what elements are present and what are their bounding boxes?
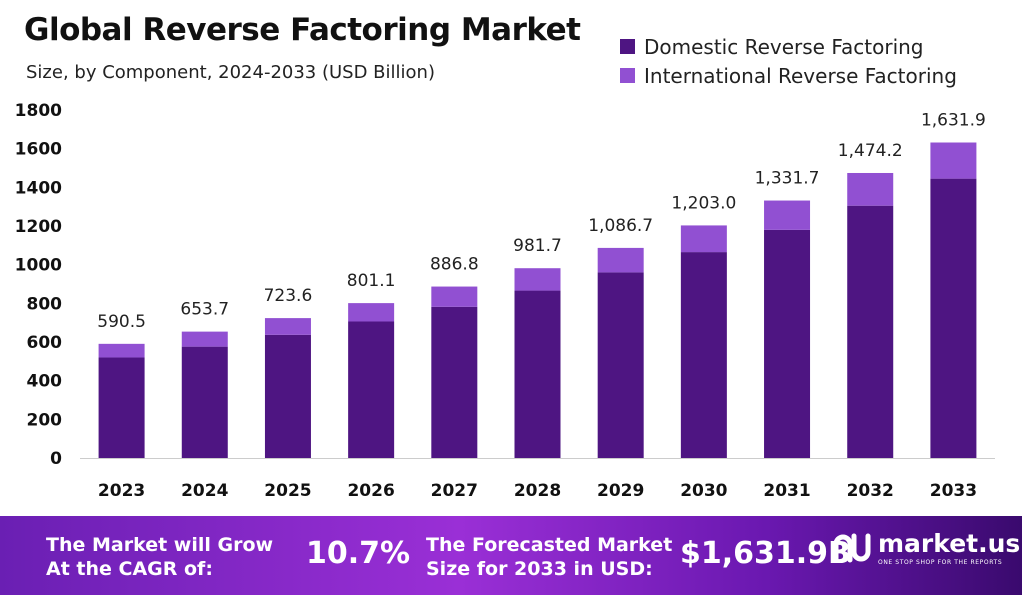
x-tick-label: 2027 xyxy=(431,481,478,501)
legend-swatch-international xyxy=(620,68,635,83)
bar-total-label: 1,331.7 xyxy=(755,169,820,189)
bar-total-label: 801.1 xyxy=(347,271,396,291)
legend-swatch-domestic xyxy=(620,39,635,54)
cagr-label-line1: The Market will Grow xyxy=(46,534,274,556)
chart-subtitle: Size, by Component, 2024-2033 (USD Billi… xyxy=(26,62,435,83)
bar-international xyxy=(764,200,811,230)
y-tick-label: 1600 xyxy=(15,140,62,160)
y-tick-label: 1400 xyxy=(15,178,62,198)
chart-legend: Domestic Reverse Factoring International… xyxy=(620,32,957,90)
bar-total-label: 1,474.2 xyxy=(838,141,903,161)
bar-international xyxy=(431,286,478,307)
y-tick-label: 400 xyxy=(27,372,63,392)
legend-item-international: International Reverse Factoring xyxy=(620,61,957,90)
bar-international xyxy=(597,247,644,273)
bar-international xyxy=(264,318,311,335)
bar-international xyxy=(348,303,395,322)
bar-international xyxy=(514,268,561,291)
x-tick-label: 2032 xyxy=(847,481,894,501)
legend-item-domestic: Domestic Reverse Factoring xyxy=(620,32,957,61)
bar-international xyxy=(847,172,894,206)
forecast-label-line1: The Forecasted Market xyxy=(426,534,673,556)
bar-total-label: 1,086.7 xyxy=(588,216,653,236)
bar-total-label: 1,203.0 xyxy=(671,193,736,213)
bar-domestic xyxy=(597,272,644,458)
legend-label-international: International Reverse Factoring xyxy=(644,63,957,88)
legend-label-domestic: Domestic Reverse Factoring xyxy=(644,34,924,59)
bar-chart: 0 200 400 600 800 1000 1200 1400 1600 1800 590.5 20… xyxy=(15,101,995,501)
bar-total-label: 590.5 xyxy=(97,312,146,332)
footer-banner: The Market will Grow At the CAGR of: 10.… xyxy=(0,516,1022,595)
bar-domestic xyxy=(98,357,145,458)
x-tick-label: 2029 xyxy=(597,481,644,501)
x-tick-label: 2028 xyxy=(514,481,561,501)
x-tick-label: 2024 xyxy=(181,481,228,501)
bar-international xyxy=(98,343,145,358)
brand-tagline: ONE STOP SHOP FOR THE REPORTS xyxy=(878,558,1003,566)
x-tick-label: 2031 xyxy=(763,481,810,501)
bar-domestic xyxy=(264,334,311,458)
y-tick-label: 0 xyxy=(50,449,62,469)
bar-domestic xyxy=(431,306,478,458)
bar-domestic xyxy=(847,205,894,458)
bar-total-label: 886.8 xyxy=(430,255,479,275)
y-tick-label: 200 xyxy=(27,410,63,430)
bar-domestic xyxy=(514,290,561,458)
x-tick-label: 2033 xyxy=(930,481,977,501)
brand-logo: market.us ONE STOP SHOP FOR THE REPORTS xyxy=(832,530,1020,566)
x-tick-label: 2025 xyxy=(264,481,311,501)
y-tick-label: 800 xyxy=(27,294,63,314)
forecast-label: The Forecasted Market Size for 2033 in U… xyxy=(426,533,672,581)
bar-total-label: 1,631.9 xyxy=(921,110,986,130)
bar-total-label: 981.7 xyxy=(513,236,562,256)
bar-total-label: 653.7 xyxy=(180,300,229,320)
bar-international xyxy=(680,225,727,253)
bar-domestic xyxy=(181,346,228,458)
bar-domestic xyxy=(348,321,395,458)
bar-domestic xyxy=(930,178,977,458)
y-tick-label: 1000 xyxy=(15,256,62,276)
y-tick-label: 1800 xyxy=(15,101,62,121)
y-tick-label: 1200 xyxy=(15,217,62,237)
chart-title: Global Reverse Factoring Market xyxy=(24,12,581,48)
bar-domestic xyxy=(764,229,811,458)
cagr-label: The Market will Grow At the CAGR of: xyxy=(46,533,273,581)
cagr-value: 10.7% xyxy=(306,536,411,571)
x-tick-label: 2026 xyxy=(347,481,394,501)
y-tick-label: 600 xyxy=(27,333,63,353)
bar-domestic xyxy=(680,252,727,458)
forecast-label-line2: Size for 2033 in USD: xyxy=(426,558,653,580)
brand-name: market.us xyxy=(878,528,1021,558)
x-tick-label: 2030 xyxy=(680,481,727,501)
bar-international xyxy=(930,142,977,179)
cagr-label-line2: At the CAGR of: xyxy=(46,558,213,580)
forecast-value: $1,631.9B xyxy=(680,536,851,571)
x-tick-label: 2023 xyxy=(98,481,145,501)
market-us-logo-icon xyxy=(833,533,871,563)
bar-international xyxy=(181,331,228,347)
bar-total-label: 723.6 xyxy=(264,286,313,306)
